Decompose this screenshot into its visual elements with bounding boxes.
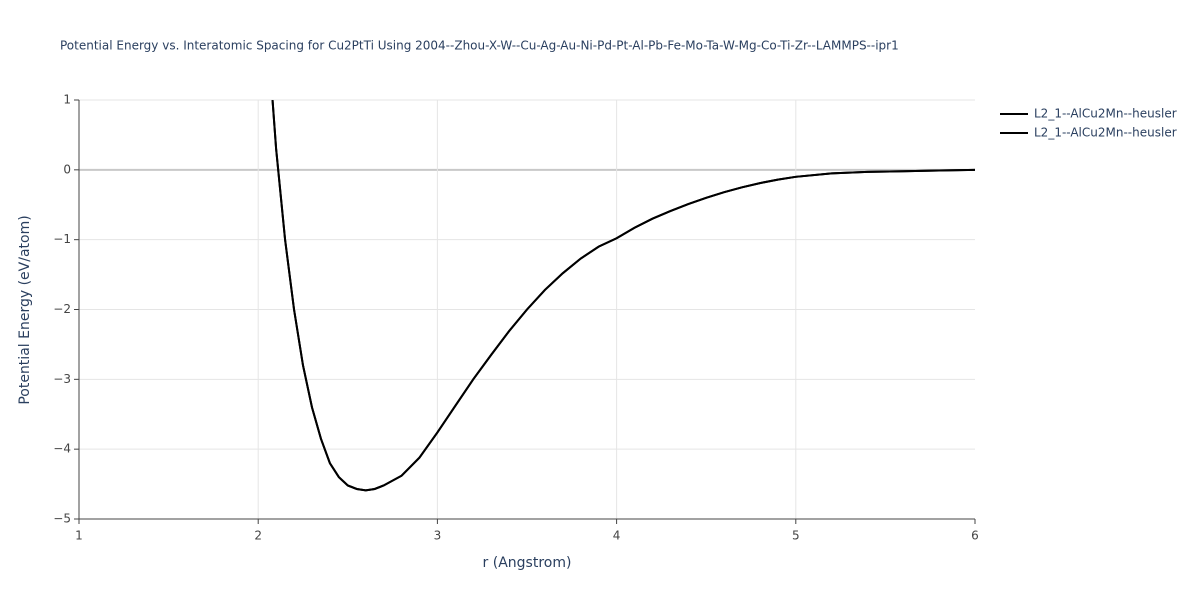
x-tick-label: 1 [75, 529, 83, 543]
chart-title: Potential Energy vs. Interatomic Spacing… [60, 39, 899, 53]
legend-label: L2_1--AlCu2Mn--heusler [1034, 107, 1177, 121]
x-tick-label: 5 [792, 529, 800, 543]
legend-label: L2_1--AlCu2Mn--heusler [1034, 126, 1177, 140]
x-axis-title: r (Angstrom) [483, 555, 572, 571]
y-tick-label: −1 [53, 232, 71, 246]
y-tick-label: −3 [53, 372, 71, 386]
x-tick-label: 6 [971, 529, 979, 543]
y-tick-label: 0 [63, 162, 71, 176]
x-tick-label: 4 [613, 529, 621, 543]
line-series [271, 100, 975, 492]
y-tick-label: −4 [53, 442, 71, 456]
y-tick-label: −5 [53, 512, 71, 526]
y-tick-label: −2 [53, 302, 71, 316]
y-axis-title: Potential Energy (eV/atom) [17, 215, 33, 404]
x-tick-label: 2 [254, 529, 262, 543]
y-tick-label: 1 [63, 93, 71, 107]
plot-area [271, 100, 975, 492]
line-series [271, 100, 975, 492]
x-tick-label: 3 [434, 529, 442, 543]
